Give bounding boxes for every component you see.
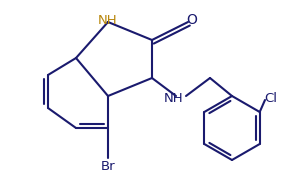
Text: Br: Br — [101, 159, 115, 172]
Text: NH: NH — [98, 14, 118, 26]
Text: NH: NH — [164, 92, 184, 105]
Text: O: O — [187, 13, 197, 27]
Text: Cl: Cl — [265, 92, 277, 105]
